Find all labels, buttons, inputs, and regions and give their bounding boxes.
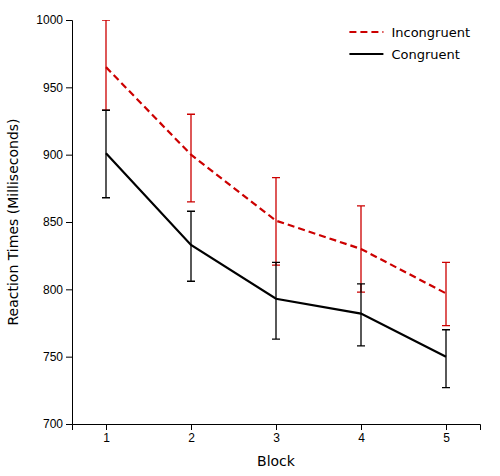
x-tick: 4 — [358, 424, 365, 445]
error-bar — [442, 262, 450, 325]
x-tick-label: 1 — [103, 431, 110, 445]
error-bar — [442, 330, 450, 388]
y-tick-mark — [66, 155, 72, 156]
chart: 1 2 3 4 5 700 750 800 850 900 950 1000 Block Reaction… — [0, 0, 500, 476]
y-tick: 1000 — [36, 13, 72, 27]
y-tick-mark — [66, 289, 72, 290]
x-axis-line — [73, 425, 481, 431]
x-tick-label: 3 — [273, 431, 280, 445]
y-tick-mark — [66, 357, 72, 358]
x-tick-mark — [276, 424, 277, 430]
x-tick: 3 — [273, 424, 280, 445]
legend-label: Congruent — [391, 47, 459, 62]
x-tick-label: 4 — [358, 431, 365, 445]
legend: Incongruent Congruent — [349, 25, 470, 62]
legend-swatch — [349, 53, 383, 55]
series-line — [106, 67, 446, 293]
error-bar — [102, 20, 110, 110]
plot: 1 2 3 4 5 700 750 800 850 900 950 1000 Block Reaction… — [5, 13, 481, 469]
series-line — [106, 153, 446, 356]
y-tick-label: 700 — [43, 417, 63, 431]
y-tick-label: 750 — [43, 350, 63, 364]
y-tick-label: 900 — [43, 148, 63, 162]
marks — [102, 20, 450, 388]
legend-item: Incongruent — [349, 25, 470, 40]
y-axis-title: Reaction Times (Milliseconds) — [5, 118, 21, 325]
y-tick: 850 — [43, 215, 72, 229]
x-axis-title: Block — [257, 453, 296, 469]
x-tick-mark — [191, 424, 192, 430]
y-tick-mark — [66, 424, 72, 425]
y-tick-label: 1000 — [36, 13, 63, 27]
y-axis: 700 750 800 850 900 950 1000 — [36, 13, 72, 431]
x-tick-label: 2 — [188, 431, 195, 445]
y-tick: 950 — [43, 81, 72, 95]
x-tick-mark — [361, 424, 362, 430]
y-tick-label: 850 — [43, 215, 63, 229]
y-tick: 800 — [43, 283, 72, 297]
x-tick-mark — [446, 424, 447, 430]
x-tick-mark — [106, 424, 107, 430]
x-tick-label: 5 — [443, 431, 450, 445]
y-tick: 700 — [43, 417, 72, 431]
y-tick-label: 800 — [43, 283, 63, 297]
series — [102, 110, 450, 387]
y-tick: 900 — [43, 148, 72, 162]
x-tick: 2 — [188, 424, 195, 445]
y-axis-line — [66, 21, 73, 425]
x-axis: 1 2 3 4 5 — [73, 424, 481, 445]
legend-item: Congruent — [349, 47, 459, 62]
y-tick-label: 950 — [43, 81, 63, 95]
error-bar — [272, 262, 280, 339]
y-tick-mark — [66, 20, 72, 21]
legend-label: Incongruent — [391, 25, 470, 40]
y-tick-mark — [66, 87, 72, 88]
legend-swatch — [349, 31, 383, 33]
y-tick: 750 — [43, 350, 72, 364]
y-tick-mark — [66, 222, 72, 223]
x-tick: 1 — [103, 424, 110, 445]
x-tick: 5 — [443, 424, 450, 445]
